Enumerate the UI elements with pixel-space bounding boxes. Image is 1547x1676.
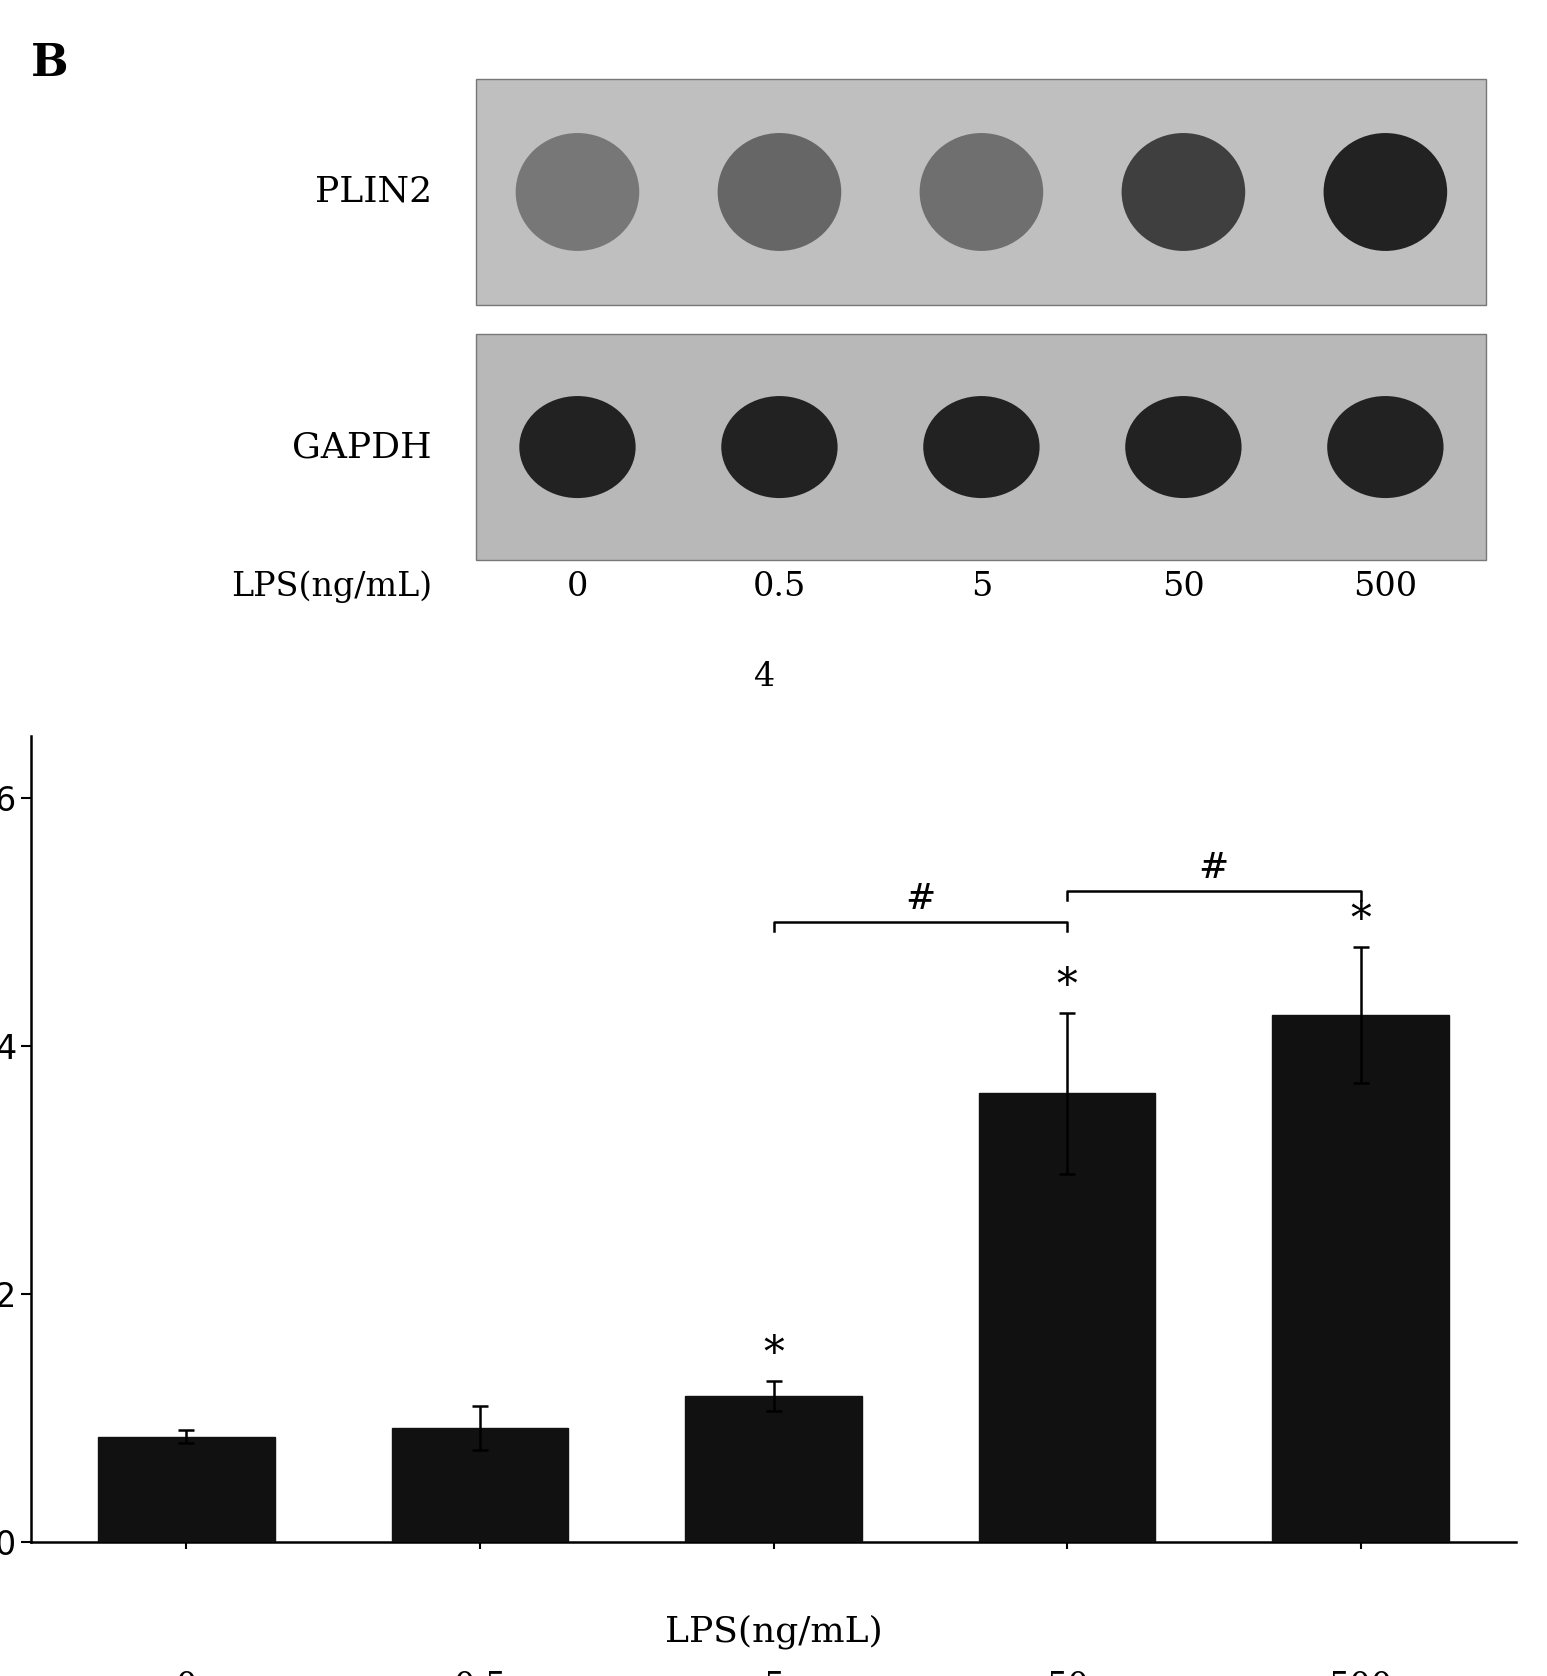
Text: *: * [1351,898,1371,940]
Bar [685,1396,862,1542]
Ellipse shape [1122,132,1245,251]
Ellipse shape [520,396,636,498]
Text: B: B [31,42,68,85]
Bar [99,1436,274,1542]
Text: #: # [1199,851,1228,885]
Text: #: # [905,882,936,917]
Text: LPS(ng/mL): LPS(ng/mL) [665,1614,882,1649]
Bar [979,1093,1156,1542]
Ellipse shape [1327,396,1443,498]
Text: PLIN2: PLIN2 [314,174,432,210]
Text: 50: 50 [1162,572,1205,603]
Ellipse shape [1125,396,1242,498]
Text: *: * [1057,965,1077,1007]
Ellipse shape [924,396,1040,498]
Text: 50: 50 [1046,1671,1089,1676]
Text: LPS(ng/mL): LPS(ng/mL) [231,570,432,603]
Bar [391,1428,568,1542]
Text: 4: 4 [753,660,775,692]
Text: 500: 500 [1329,1671,1392,1676]
Text: 5: 5 [970,572,992,603]
Text: 500: 500 [1354,572,1417,603]
Ellipse shape [718,132,842,251]
Ellipse shape [515,132,639,251]
Bar [1273,1016,1448,1542]
Bar [476,79,1487,305]
Ellipse shape [919,132,1043,251]
Text: 0.5: 0.5 [453,1671,507,1676]
Text: 0.5: 0.5 [753,572,806,603]
Text: 0: 0 [566,572,588,603]
Text: GAPDH: GAPDH [292,431,432,464]
Text: *: * [763,1332,784,1374]
Text: 5: 5 [763,1671,784,1676]
Bar [476,334,1487,560]
Text: 0: 0 [176,1671,196,1676]
Ellipse shape [721,396,837,498]
Ellipse shape [1324,132,1446,251]
